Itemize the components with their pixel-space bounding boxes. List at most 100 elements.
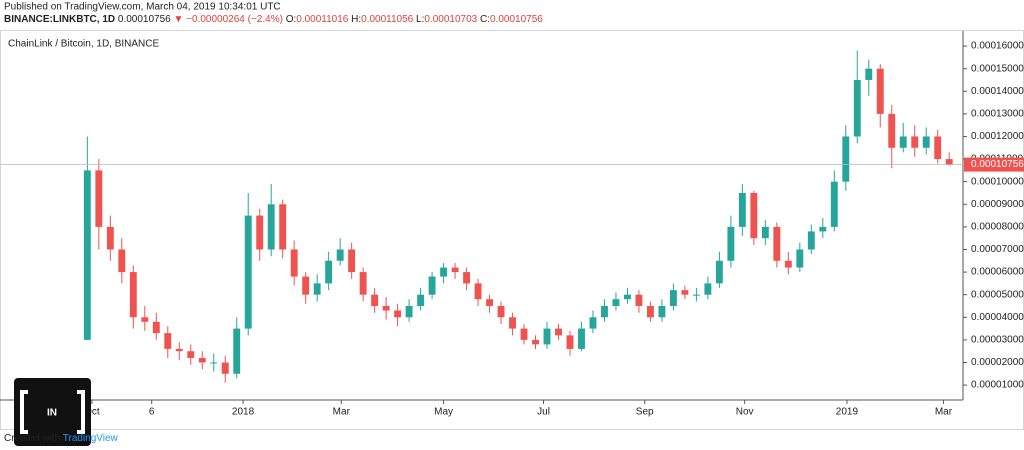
- candle-body: [704, 283, 712, 295]
- y-tick-label: 0.00006000: [971, 267, 1024, 278]
- y-tick-label: 0.00012000: [971, 131, 1024, 142]
- candle-body: [865, 68, 873, 80]
- candle-body: [842, 136, 850, 182]
- candle-body: [658, 305, 666, 318]
- candle-body: [428, 276, 436, 295]
- x-tick-label: Jul: [537, 407, 550, 418]
- o-label: O:: [286, 14, 297, 25]
- candle-body: [129, 272, 137, 318]
- brand: TradingView: [63, 433, 119, 444]
- x-tick-label: Sep: [636, 407, 654, 418]
- candle-body: [417, 294, 425, 306]
- symbol: BINANCE:LINKBTC, 1D: [4, 14, 115, 25]
- candle-body: [509, 317, 516, 329]
- candle-body: [106, 226, 114, 250]
- candle-body: [738, 192, 746, 227]
- candle-body: [727, 226, 735, 261]
- candle-body: [497, 305, 505, 318]
- y-tick-label: 0.00002000: [971, 357, 1024, 368]
- candle-body: [911, 136, 919, 148]
- y-tick-label: 0.00001000: [971, 380, 1024, 391]
- candle-body: [440, 267, 448, 277]
- candle-body: [819, 226, 827, 232]
- candle-body: [83, 170, 91, 340]
- candle-body: [578, 328, 585, 349]
- x-tick-label: 2019: [836, 407, 859, 418]
- candle-body: [486, 299, 493, 306]
- candle-body: [945, 159, 953, 165]
- h-value: 0.00011056: [361, 14, 414, 25]
- c-value: 0.00010756: [490, 14, 543, 25]
- created: Created with: [4, 433, 60, 444]
- y-tick-label: 0.00010000: [971, 176, 1024, 187]
- candle-body: [451, 267, 459, 273]
- candle-body: [807, 231, 815, 250]
- plot: 0.00001000 0.00002000 0.00003000 0.00004000…: [0, 41, 1024, 418]
- y-tick-label: 0.00004000: [971, 312, 1024, 323]
- candle-body: [382, 305, 390, 311]
- candle-body: [934, 136, 942, 160]
- candle-body: [623, 294, 631, 300]
- candle-body: [463, 272, 471, 284]
- chart-title: ChainLink / Bitcoin, 1D, BINANCE: [8, 39, 160, 50]
- candle-body: [313, 283, 321, 295]
- candle-body: [359, 272, 367, 295]
- candle-body: [394, 310, 402, 318]
- y-tick-label: 0.00013000: [971, 109, 1024, 120]
- candle-body: [474, 283, 482, 300]
- candle-body: [141, 317, 149, 322]
- candle-body: [773, 226, 781, 261]
- y-tick-label: 0.00005000: [971, 289, 1024, 300]
- symbol-line: BINANCE:LINKBTC, 1D 0.00010756 ▼ −0.0000…: [4, 14, 543, 25]
- x-tick-label: May: [434, 407, 453, 418]
- candle-body: [876, 68, 884, 114]
- candle-body: [681, 290, 689, 295]
- x-tick-label: Mar: [935, 407, 953, 418]
- last-price-box: [964, 157, 1024, 172]
- candle-body: [589, 317, 597, 329]
- logo-box: [14, 378, 91, 446]
- candle-body: [692, 294, 700, 296]
- candle-body: [210, 362, 218, 364]
- candle-body: [715, 260, 723, 284]
- candle-body: [853, 79, 861, 137]
- y-tick-label: 0.00014000: [971, 86, 1024, 97]
- candle-body: [899, 136, 907, 148]
- candle-body: [555, 328, 562, 336]
- candle-body: [543, 328, 551, 345]
- candle-body: [348, 249, 356, 273]
- logo: IN: [14, 378, 91, 446]
- candle-body: [267, 204, 275, 250]
- change: ▼ −0.00000264 (−2.4%): [174, 14, 283, 25]
- candle-body: [922, 136, 930, 148]
- x-tick-label: 6: [149, 407, 155, 418]
- h-label: H:: [351, 14, 361, 25]
- l-value: 0.00010703: [424, 14, 477, 25]
- x-tick-label: Mar: [333, 407, 351, 418]
- candle-body: [118, 249, 126, 273]
- published: Published on TradingView.com, March 04, …: [4, 2, 281, 13]
- candle-body: [279, 204, 287, 250]
- candle-body: [669, 290, 677, 306]
- candle-body: [888, 113, 896, 148]
- candle-body: [566, 335, 574, 349]
- y-tick-label: 0.00009000: [971, 199, 1024, 210]
- candle-body: [601, 305, 608, 318]
- candle-body: [336, 249, 344, 261]
- logo-text: IN: [47, 408, 57, 419]
- o-value: 0.00011016: [296, 14, 349, 25]
- y-tick-label: 0.00016000: [971, 41, 1024, 52]
- candle-body: [244, 215, 252, 329]
- x-tick-label: Nov: [736, 407, 754, 418]
- y-tick-label: 0.00015000: [971, 63, 1024, 74]
- candle-body: [198, 357, 206, 363]
- candle-body: [520, 328, 528, 340]
- l-label: L:: [416, 14, 424, 25]
- candle-body: [256, 215, 264, 250]
- candle-body: [221, 362, 229, 374]
- y-tick-label: 0.00007000: [971, 244, 1024, 255]
- candle-body: [532, 339, 539, 345]
- candle-body: [830, 181, 838, 227]
- candle-body: [784, 260, 792, 268]
